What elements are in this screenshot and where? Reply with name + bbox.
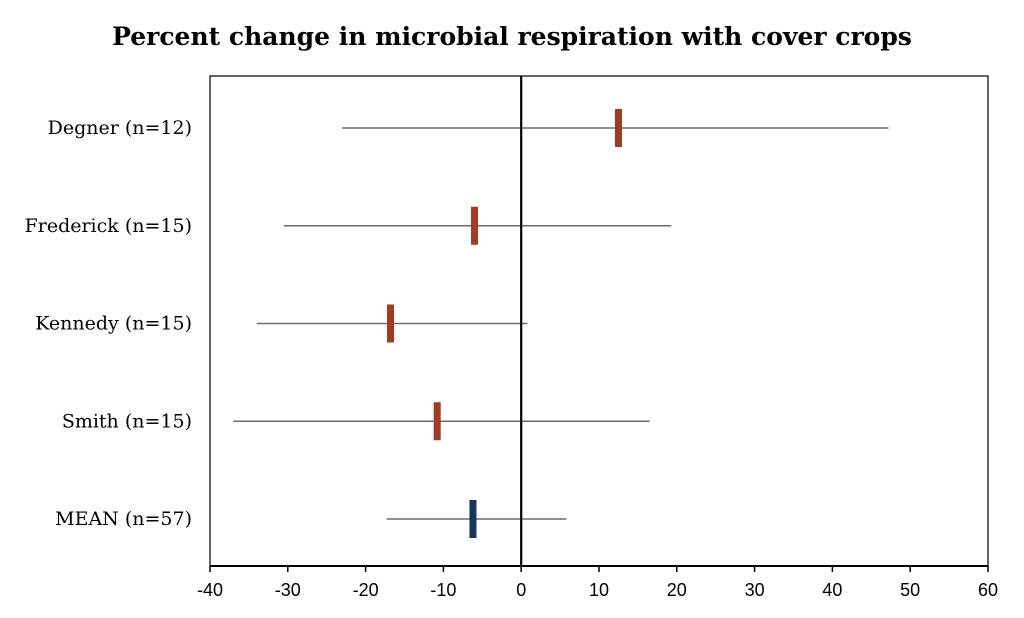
category-label: Degner (n=12) <box>48 117 192 139</box>
x-tick-label: -10 <box>430 580 456 600</box>
estimate-marker <box>386 304 394 343</box>
x-tick-label: 60 <box>978 580 998 600</box>
plot-frame <box>209 75 989 567</box>
estimate-marker <box>614 109 622 147</box>
chart-title: Percent change in microbial respiration … <box>112 22 912 51</box>
x-tick-label: 0 <box>516 580 526 600</box>
x-tick-label: -40 <box>197 580 223 600</box>
x-tick-label: 50 <box>900 580 920 600</box>
x-tick-label: 30 <box>745 580 765 600</box>
category-label: Smith (n=15) <box>62 410 192 432</box>
plot-area: Degner (n=12) Frederick (n=15) Kennedy (n=… <box>25 75 998 600</box>
x-tick-label: 10 <box>589 580 609 600</box>
category-label: MEAN (n=57) <box>55 508 192 530</box>
estimate-marker <box>433 402 441 441</box>
x-tick-label: 20 <box>667 580 687 600</box>
x-tick-label: 40 <box>822 580 842 600</box>
estimate-marker <box>469 500 477 538</box>
x-tick-label: -20 <box>353 580 379 600</box>
estimate-marker <box>471 206 479 245</box>
category-label: Frederick (n=15) <box>25 215 192 237</box>
category-label: Kennedy (n=15) <box>35 313 192 335</box>
x-tick-label: -30 <box>275 580 301 600</box>
